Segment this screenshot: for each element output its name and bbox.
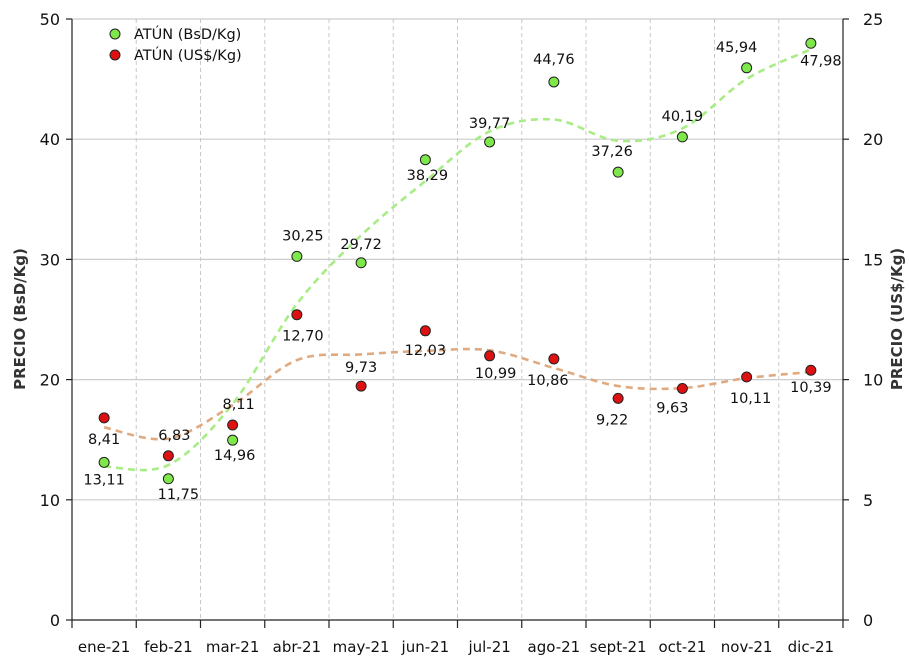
legend: ATÚN (BsD/Kg) ATÚN (US$/Kg) <box>109 25 242 64</box>
y-axis-left-label: PRECIO (BsD/Kg) <box>11 248 29 390</box>
data-point-series-2 <box>98 412 110 424</box>
y-left-tick-label: 0 <box>50 611 60 630</box>
data-point-series-2 <box>162 450 174 462</box>
data-point-series-2 <box>805 364 817 376</box>
axes: 0 10 20 30 40 50 0 5 10 15 20 25 ene-21 feb-21 mar-21 a… <box>40 10 884 656</box>
data-label-series-1: 45,94 <box>716 40 758 56</box>
legend-label-series-2: ATÚN (US$/Kg) <box>134 46 242 64</box>
data-label-series-2: 8,11 <box>222 397 254 413</box>
trendline-series-2 <box>103 347 812 441</box>
data-point-series-2 <box>676 382 688 394</box>
data-point-series-2 <box>355 380 367 392</box>
legend-marker-series-1 <box>109 28 121 40</box>
data-label-series-1: 47,98 <box>800 53 842 69</box>
data-label-series-1: 37,26 <box>591 144 633 160</box>
data-point-series-1 <box>548 76 560 88</box>
y-left-tick-label: 30 <box>40 250 60 269</box>
legend-marker-series-2 <box>109 49 121 61</box>
x-tick-label: jul-21 <box>467 638 510 656</box>
data-label-series-1: 30,25 <box>282 228 324 244</box>
data-label-series-1: 39,77 <box>469 116 511 132</box>
data-point-series-2 <box>741 371 753 383</box>
data-point-series-2 <box>612 392 624 404</box>
data-label-series-1: 13,11 <box>83 472 125 488</box>
y-right-tick-label: 20 <box>863 130 883 149</box>
data-label-series-1: 38,29 <box>407 168 449 184</box>
data-labels: 13,11 11,75 14,96 30,25 29,72 38,29 39,77 44,76… <box>83 40 841 503</box>
x-tick-label: nov-21 <box>721 638 773 656</box>
data-label-series-2: 12,03 <box>405 343 447 359</box>
y-right-tick-label: 25 <box>863 10 883 29</box>
y-left-tick-label: 10 <box>40 491 60 510</box>
data-point-series-1 <box>355 257 367 269</box>
x-tick-label: oct-21 <box>658 638 706 656</box>
data-label-series-1: 40,19 <box>662 109 704 125</box>
trendlines <box>103 48 812 472</box>
y-left-tick-label: 40 <box>40 130 60 149</box>
data-label-series-2: 9,63 <box>656 400 688 416</box>
data-point-series-1 <box>162 473 174 485</box>
x-tick-label: abr-21 <box>273 638 321 656</box>
grid <box>72 18 843 620</box>
data-label-series-1: 29,72 <box>340 237 382 253</box>
x-tick-label: ene-21 <box>78 638 130 656</box>
data-label-series-2: 10,86 <box>527 373 569 389</box>
data-points <box>98 37 817 485</box>
legend-label-series-1: ATÚN (BsD/Kg) <box>134 25 241 43</box>
x-tick-label: may-21 <box>333 638 390 656</box>
data-label-series-2: 10,11 <box>730 391 772 407</box>
data-point-series-1 <box>676 131 688 143</box>
y-axis-right-label: PRECIO (US$/Kg) <box>888 248 906 390</box>
y-right-tick-label: 10 <box>863 371 883 390</box>
data-point-series-1 <box>484 136 496 148</box>
x-tick-label: dic-21 <box>788 638 834 656</box>
data-point-series-2 <box>484 350 496 362</box>
data-label-series-2: 12,70 <box>282 329 324 345</box>
data-point-series-2 <box>419 325 431 337</box>
data-point-series-1 <box>227 434 239 446</box>
x-tick-label: jun-21 <box>401 638 450 656</box>
data-label-series-2: 8,41 <box>88 432 120 448</box>
x-tick-label: feb-21 <box>144 638 193 656</box>
data-label-series-2: 9,22 <box>596 412 628 428</box>
data-label-series-2: 9,73 <box>345 360 377 376</box>
data-point-series-1 <box>612 166 624 178</box>
data-point-series-1 <box>741 62 753 74</box>
y-right-tick-label: 15 <box>863 250 883 269</box>
data-point-series-2 <box>227 419 239 431</box>
data-label-series-2: 10,99 <box>475 366 517 382</box>
data-label-series-2: 10,39 <box>790 380 832 396</box>
data-point-series-1 <box>805 37 817 49</box>
data-label-series-2: 6,83 <box>158 428 190 444</box>
data-point-series-2 <box>548 353 560 365</box>
data-point-series-1 <box>419 154 431 166</box>
x-tick-label: mar-21 <box>206 638 260 656</box>
y-left-tick-label: 50 <box>40 10 60 29</box>
y-right-tick-label: 0 <box>863 611 873 630</box>
data-label-series-1: 14,96 <box>214 448 256 464</box>
data-point-series-1 <box>291 250 303 262</box>
x-tick-label: sept-21 <box>590 638 647 656</box>
y-left-tick-label: 20 <box>40 371 60 390</box>
data-label-series-1: 11,75 <box>158 487 200 503</box>
data-label-series-1: 44,76 <box>533 52 575 68</box>
x-tick-label: ago-21 <box>528 638 581 656</box>
data-point-series-2 <box>291 309 303 321</box>
y-right-tick-label: 5 <box>863 491 873 510</box>
data-point-series-1 <box>98 456 110 468</box>
